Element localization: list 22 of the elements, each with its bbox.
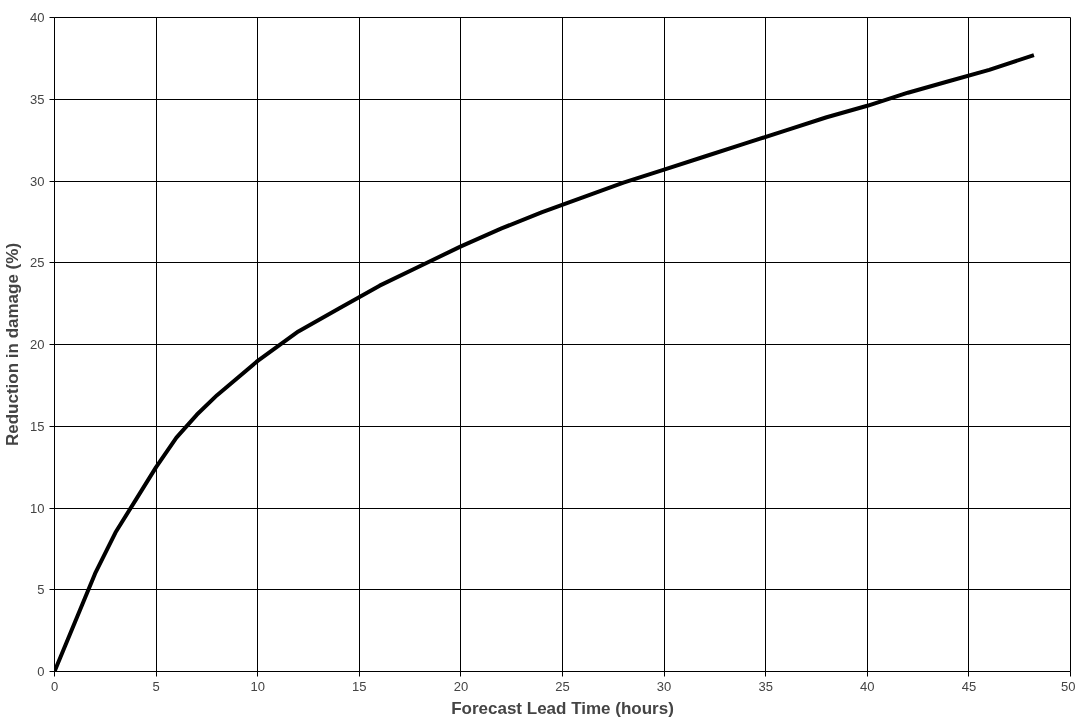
y-tick-label: 40	[30, 10, 45, 25]
y-axis-title: Reduction in damage (%)	[3, 242, 23, 447]
x-tick-label: 10	[250, 678, 265, 694]
x-tick-label: 5	[152, 678, 160, 694]
y-tick-label: 5	[37, 582, 45, 598]
y-tick-label: 30	[30, 173, 45, 189]
y-tick-label: 10	[30, 500, 45, 516]
x-tick-label: 50	[1061, 678, 1075, 694]
x-tick-label: 30	[656, 678, 672, 694]
x-tick-label: 40	[860, 678, 875, 694]
y-tick-label: 20	[30, 337, 45, 352]
x-tick-label: 15	[352, 678, 367, 694]
x-tick-label: 45	[961, 678, 977, 694]
x-tick-label: 0	[50, 678, 59, 694]
x-tick-label: 35	[758, 678, 773, 694]
y-tick-label: 15	[30, 418, 45, 434]
x-tick-label: 20	[453, 678, 469, 694]
x-axis-title: Forecast Lead Time (hours)	[451, 698, 674, 718]
y-tick-label: 35	[30, 91, 45, 107]
x-tick-label: 25	[555, 678, 570, 694]
y-tick-label: 25	[30, 255, 45, 271]
y-tick-label: 0	[37, 664, 45, 679]
